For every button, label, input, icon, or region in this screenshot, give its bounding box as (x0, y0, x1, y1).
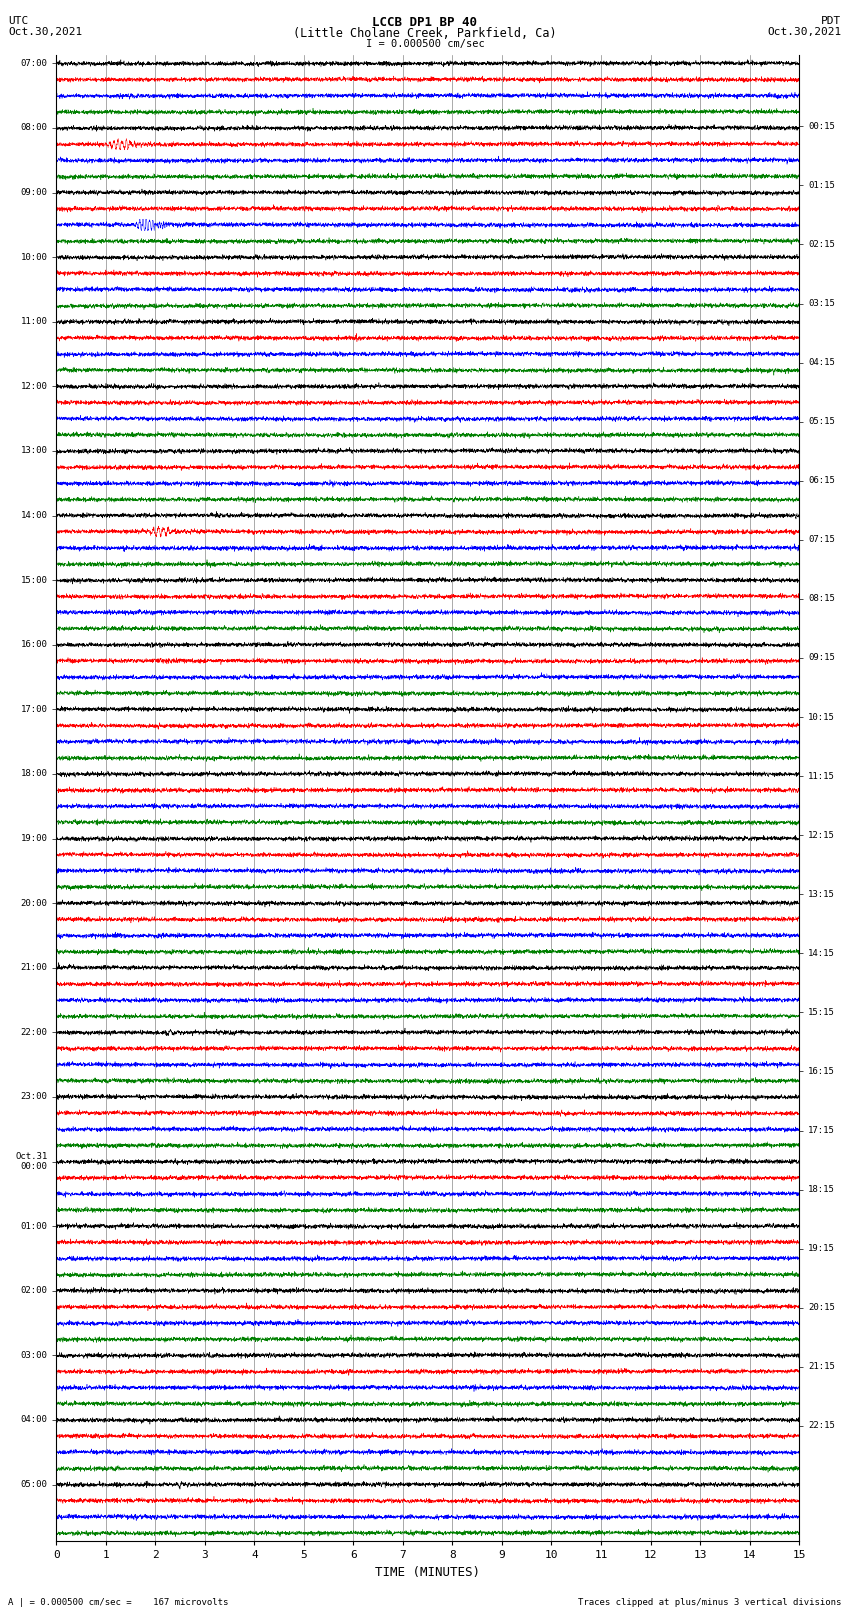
Text: UTC: UTC (8, 16, 29, 26)
Text: A | = 0.000500 cm/sec =    167 microvolts: A | = 0.000500 cm/sec = 167 microvolts (8, 1597, 229, 1607)
Text: (Little Cholane Creek, Parkfield, Ca): (Little Cholane Creek, Parkfield, Ca) (293, 27, 557, 40)
Text: I = 0.000500 cm/sec: I = 0.000500 cm/sec (366, 39, 484, 48)
Text: LCCB DP1 BP 40: LCCB DP1 BP 40 (372, 16, 478, 29)
Text: Traces clipped at plus/minus 3 vertical divisions: Traces clipped at plus/minus 3 vertical … (578, 1597, 842, 1607)
X-axis label: TIME (MINUTES): TIME (MINUTES) (375, 1566, 480, 1579)
Text: Oct.30,2021: Oct.30,2021 (768, 27, 842, 37)
Text: Oct.30,2021: Oct.30,2021 (8, 27, 82, 37)
Text: PDT: PDT (821, 16, 842, 26)
